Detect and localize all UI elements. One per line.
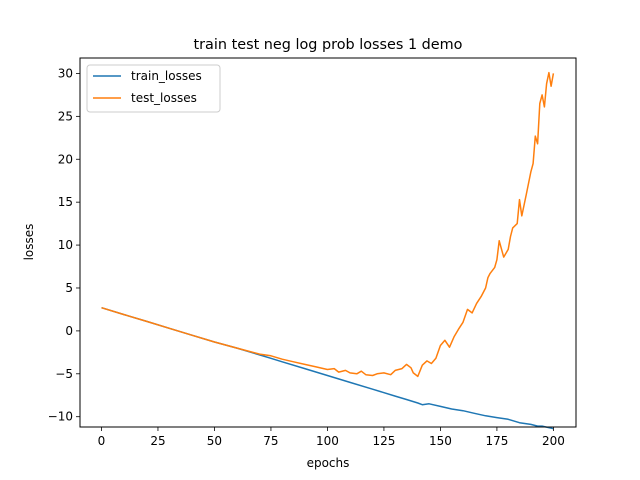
- y-tick-label: 30: [58, 66, 73, 80]
- plot-lines: [101, 71, 555, 430]
- x-axis-ticks: 0 25 50 75 100 125 150 175 200: [98, 427, 565, 448]
- x-tick-label: 125: [372, 434, 395, 448]
- x-tick-label: 50: [207, 434, 222, 448]
- x-tick-label: 150: [429, 434, 452, 448]
- y-tick-label: −5: [55, 367, 73, 381]
- plot-frame: [79, 57, 577, 428]
- y-tick-label: 10: [58, 238, 73, 252]
- x-tick-label: 75: [263, 434, 278, 448]
- series-line-test_losses: [101, 71, 555, 378]
- y-tick-label: 25: [58, 109, 73, 123]
- y-tick-label: 0: [65, 324, 73, 338]
- y-axis-label: losses: [22, 224, 36, 261]
- x-tick-label: 0: [98, 434, 106, 448]
- y-axis-ticks: −10 −5 0 5 10 15 20 25 30: [48, 66, 80, 424]
- x-tick-label: 200: [542, 434, 565, 448]
- y-tick-label: −10: [48, 410, 73, 424]
- x-axis-label: epochs: [307, 456, 350, 470]
- chart-title: train test neg log prob losses 1 demo: [194, 37, 463, 53]
- x-tick-label: 175: [485, 434, 508, 448]
- y-tick-label: 20: [58, 152, 73, 166]
- y-tick-label: 5: [65, 281, 73, 295]
- x-tick-label: 25: [150, 434, 165, 448]
- y-tick-label: 15: [58, 195, 73, 209]
- legend-label-train: train_losses: [131, 69, 202, 83]
- legend: train_losses test_losses: [86, 64, 221, 113]
- legend-label-test: test_losses: [131, 91, 197, 105]
- x-tick-label: 100: [316, 434, 339, 448]
